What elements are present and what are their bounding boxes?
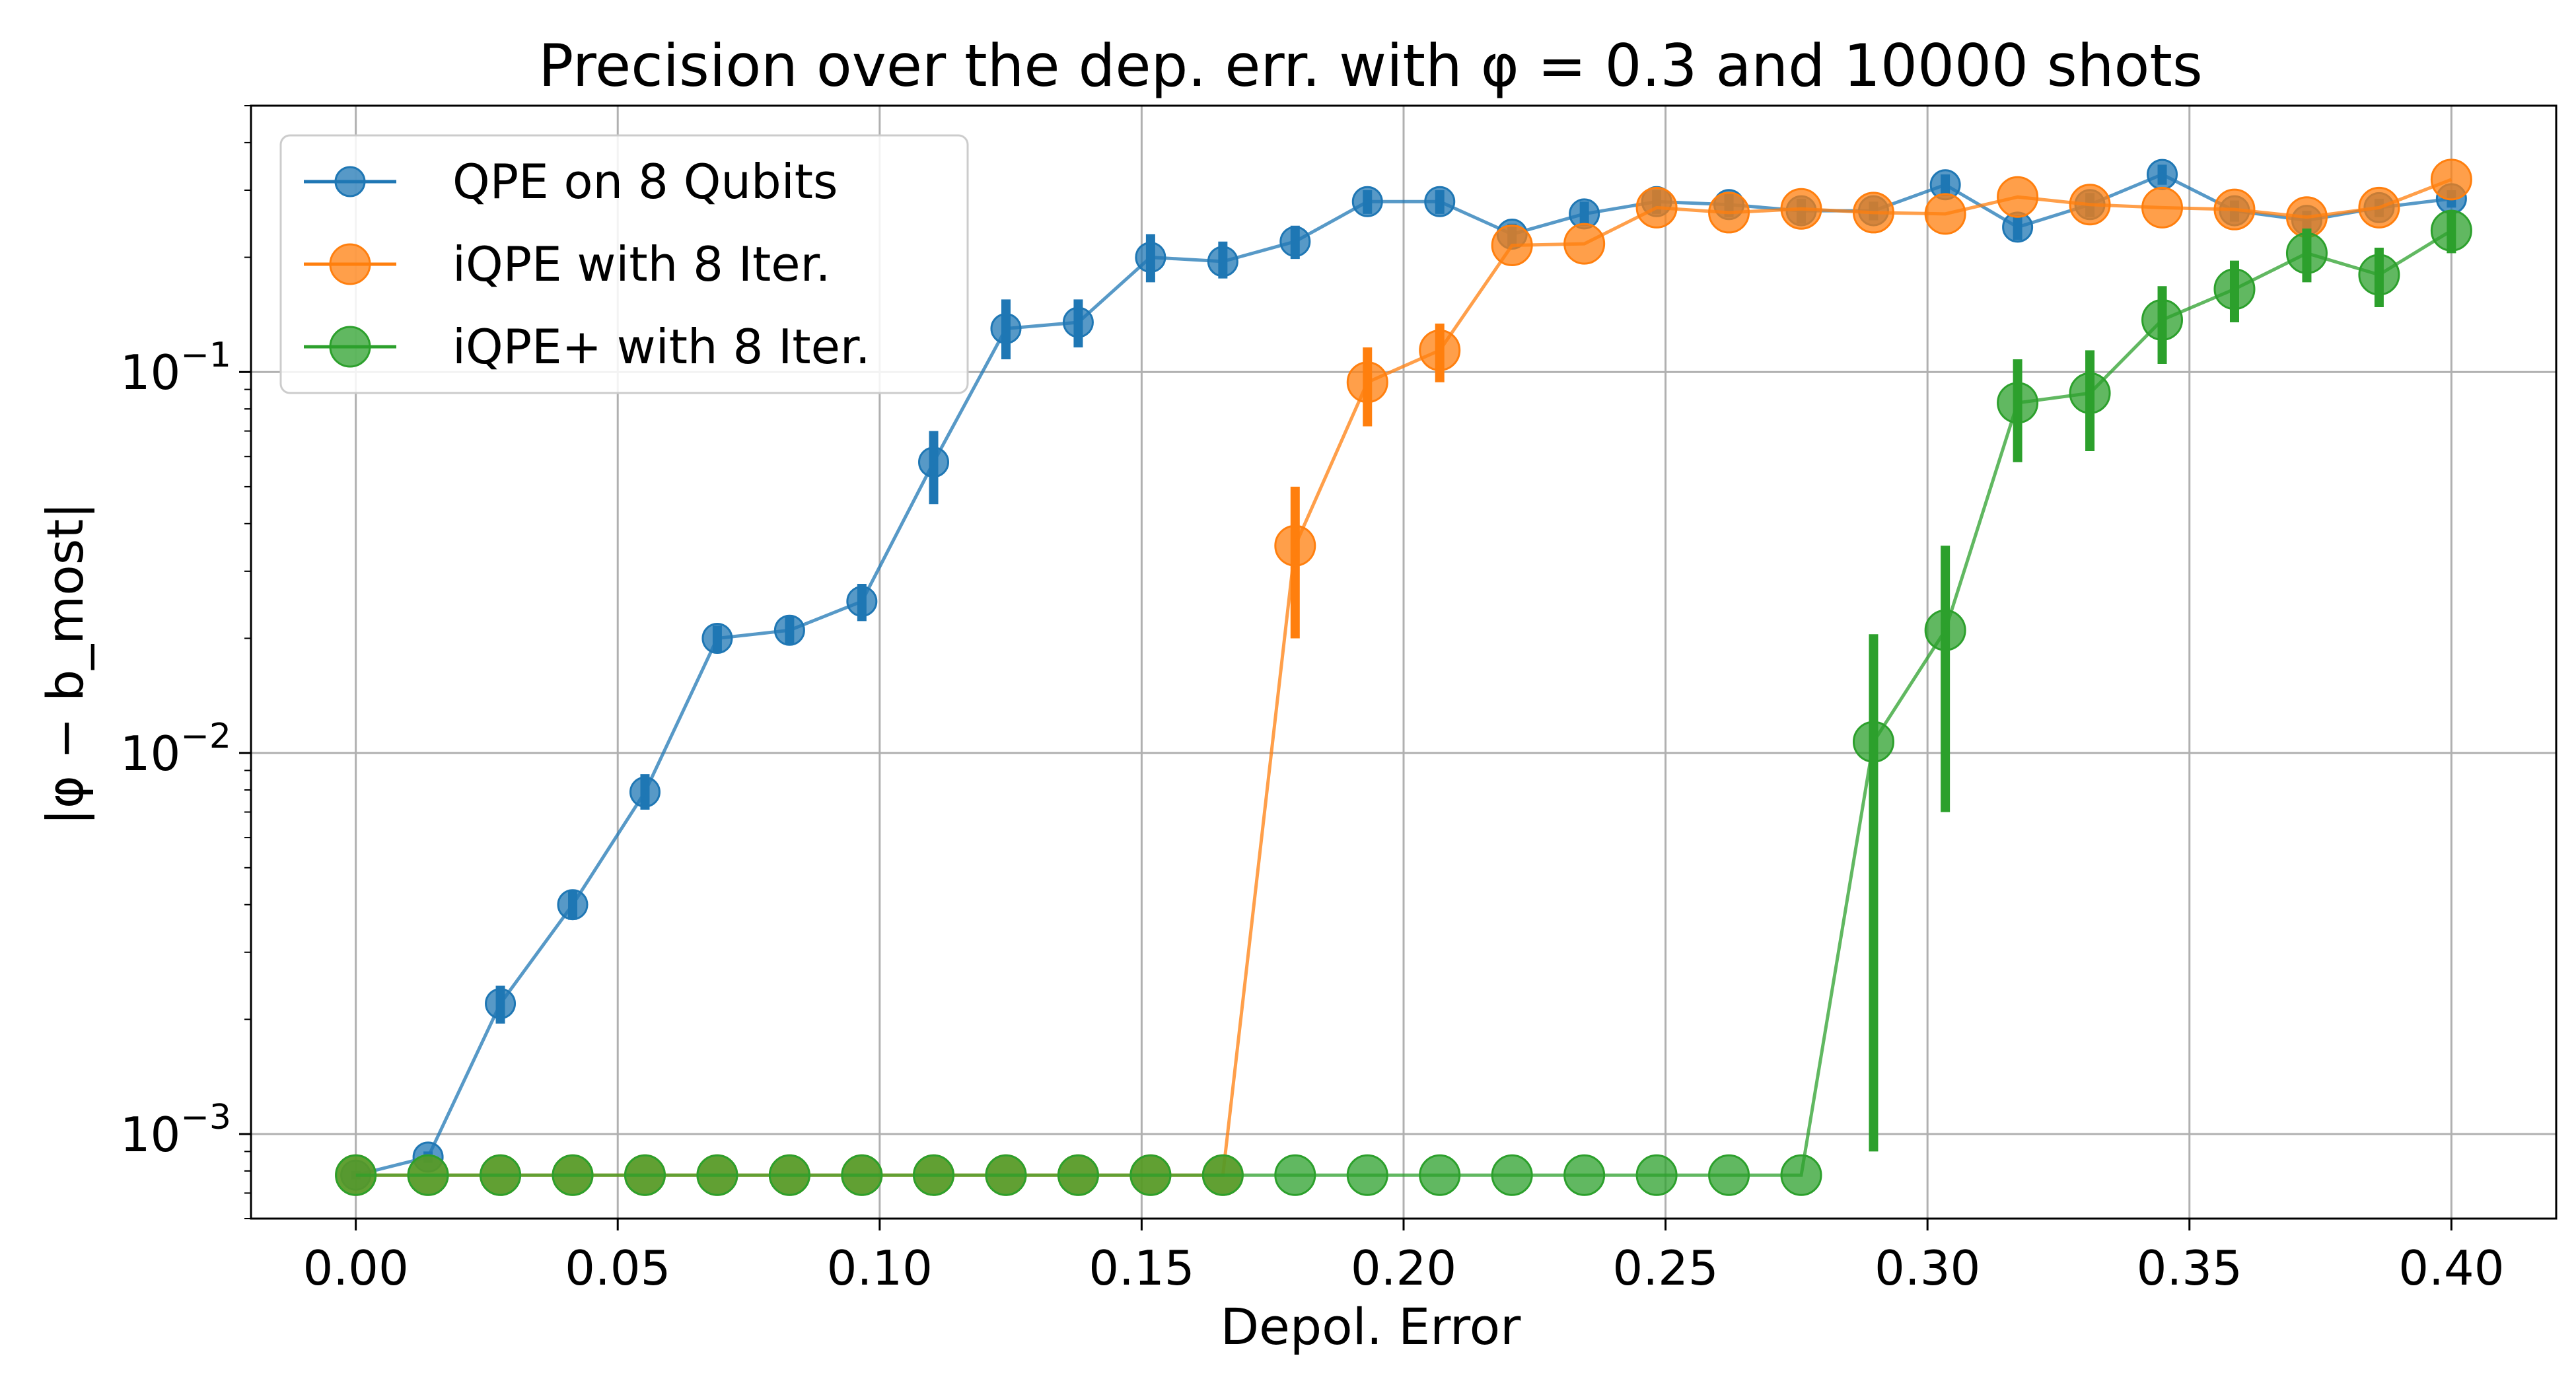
data-point — [696, 1154, 738, 1196]
data-point — [1852, 721, 1894, 763]
data-point — [2430, 159, 2472, 201]
legend: QPE on 8 Qubits iQPE with 8 Iter. iQPE+ wi… — [279, 134, 969, 394]
x-tick-label: 0.20 — [1351, 1240, 1456, 1296]
data-point — [629, 776, 661, 808]
data-point — [1780, 188, 1822, 230]
data-point — [2430, 209, 2472, 252]
x-tick-label: 0.00 — [303, 1240, 408, 1296]
data-point — [1635, 1154, 1678, 1196]
y-tick-label: 10−1 — [120, 336, 231, 400]
chart-title: Precision over the dep. err. with φ = 0.… — [538, 32, 2202, 100]
data-point — [335, 1154, 377, 1196]
data-point — [1201, 1154, 1244, 1196]
x-tick-label: 0.15 — [1089, 1240, 1194, 1296]
data-point — [1635, 186, 1678, 229]
data-point — [1997, 176, 2039, 218]
x-tick-label: 0.35 — [2137, 1240, 2242, 1296]
x-tick-label: 0.25 — [1612, 1240, 1718, 1296]
data-point — [1351, 186, 1383, 217]
y-tick-exponent: −1 — [180, 336, 231, 375]
data-point — [1057, 1154, 1099, 1196]
data-point — [1780, 1154, 1822, 1196]
data-point — [480, 1154, 522, 1196]
data-point — [2141, 186, 2184, 229]
data-point — [1491, 1154, 1533, 1196]
data-point — [1279, 226, 1311, 258]
data-point — [1346, 1154, 1388, 1196]
legend-item: iQPE with 8 Iter. — [304, 236, 830, 292]
legend-label: iQPE+ with 8 Iter. — [452, 319, 871, 374]
data-point — [1852, 192, 1894, 234]
legend-marker — [329, 243, 371, 285]
data-point — [773, 614, 805, 646]
legend-item: QPE on 8 Qubits — [304, 154, 838, 209]
y-tick-exponent: −3 — [180, 1098, 231, 1137]
data-point — [1924, 193, 1966, 235]
data-point — [1424, 186, 1456, 217]
data-point — [701, 622, 733, 654]
data-point — [557, 889, 589, 921]
x-tick-label: 0.40 — [2398, 1240, 2504, 1296]
x-axis-ticks: 0.00 0.05 0.10 0.15 0.20 0.25 0.30 0.35 0.40 — [303, 1219, 2505, 1296]
data-point — [768, 1154, 810, 1196]
y-tick-base: 10 — [120, 726, 181, 781]
series-3 — [335, 209, 2472, 1196]
data-point — [841, 1154, 883, 1196]
data-point — [1274, 1154, 1316, 1196]
data-point — [2358, 186, 2400, 229]
data-point — [624, 1154, 666, 1196]
data-point — [1563, 223, 1606, 265]
data-point — [1708, 1154, 1750, 1196]
data-point — [485, 987, 517, 1019]
data-point — [1997, 382, 2039, 424]
data-point — [2141, 299, 2184, 341]
data-point — [1419, 329, 1461, 371]
data-point — [846, 586, 878, 618]
legend-marker — [329, 326, 371, 368]
legend-label: QPE on 8 Qubits — [452, 154, 838, 209]
data-point — [1207, 246, 1238, 277]
data-point — [2285, 232, 2328, 274]
y-axis-ticks: 10−310−210−1 — [120, 105, 251, 1219]
x-tick-label: 0.05 — [565, 1240, 670, 1296]
legend-label: iQPE with 8 Iter. — [452, 236, 830, 292]
legend-box — [279, 134, 969, 394]
data-point — [407, 1154, 449, 1196]
data-point — [1419, 1154, 1461, 1196]
data-point — [2069, 372, 2111, 414]
data-point — [990, 312, 1022, 344]
data-point — [918, 446, 950, 478]
data-point — [1062, 306, 1094, 338]
data-point — [2213, 268, 2256, 310]
data-point — [2147, 159, 2178, 190]
data-point — [2358, 254, 2400, 296]
legend-marker — [334, 166, 366, 197]
x-tick-label: 0.10 — [827, 1240, 933, 1296]
data-point — [1135, 242, 1166, 273]
data-point — [552, 1154, 594, 1196]
y-tick-label: 10−3 — [120, 1098, 231, 1162]
data-point — [2213, 188, 2256, 231]
y-tick-base: 10 — [120, 345, 181, 400]
y-tick-exponent: −2 — [180, 717, 231, 756]
x-axis-label: Depol. Error — [1221, 1297, 1521, 1356]
legend-item: iQPE+ with 8 Iter. — [304, 319, 871, 374]
data-point — [1708, 192, 1750, 234]
data-point — [913, 1154, 955, 1196]
x-tick-label: 0.30 — [1875, 1240, 1980, 1296]
data-point — [1274, 524, 1316, 567]
series-layer — [335, 159, 2472, 1196]
y-tick-label: 10−2 — [120, 717, 231, 781]
data-point — [1129, 1154, 1172, 1196]
y-axis-label: |φ − b_most| — [36, 502, 95, 826]
y-tick-base: 10 — [120, 1107, 181, 1162]
data-point — [1491, 224, 1533, 266]
data-point — [1563, 1154, 1606, 1196]
data-point — [985, 1154, 1027, 1196]
data-point — [1346, 361, 1388, 404]
data-point — [2069, 184, 2111, 226]
data-point — [1924, 609, 1966, 651]
